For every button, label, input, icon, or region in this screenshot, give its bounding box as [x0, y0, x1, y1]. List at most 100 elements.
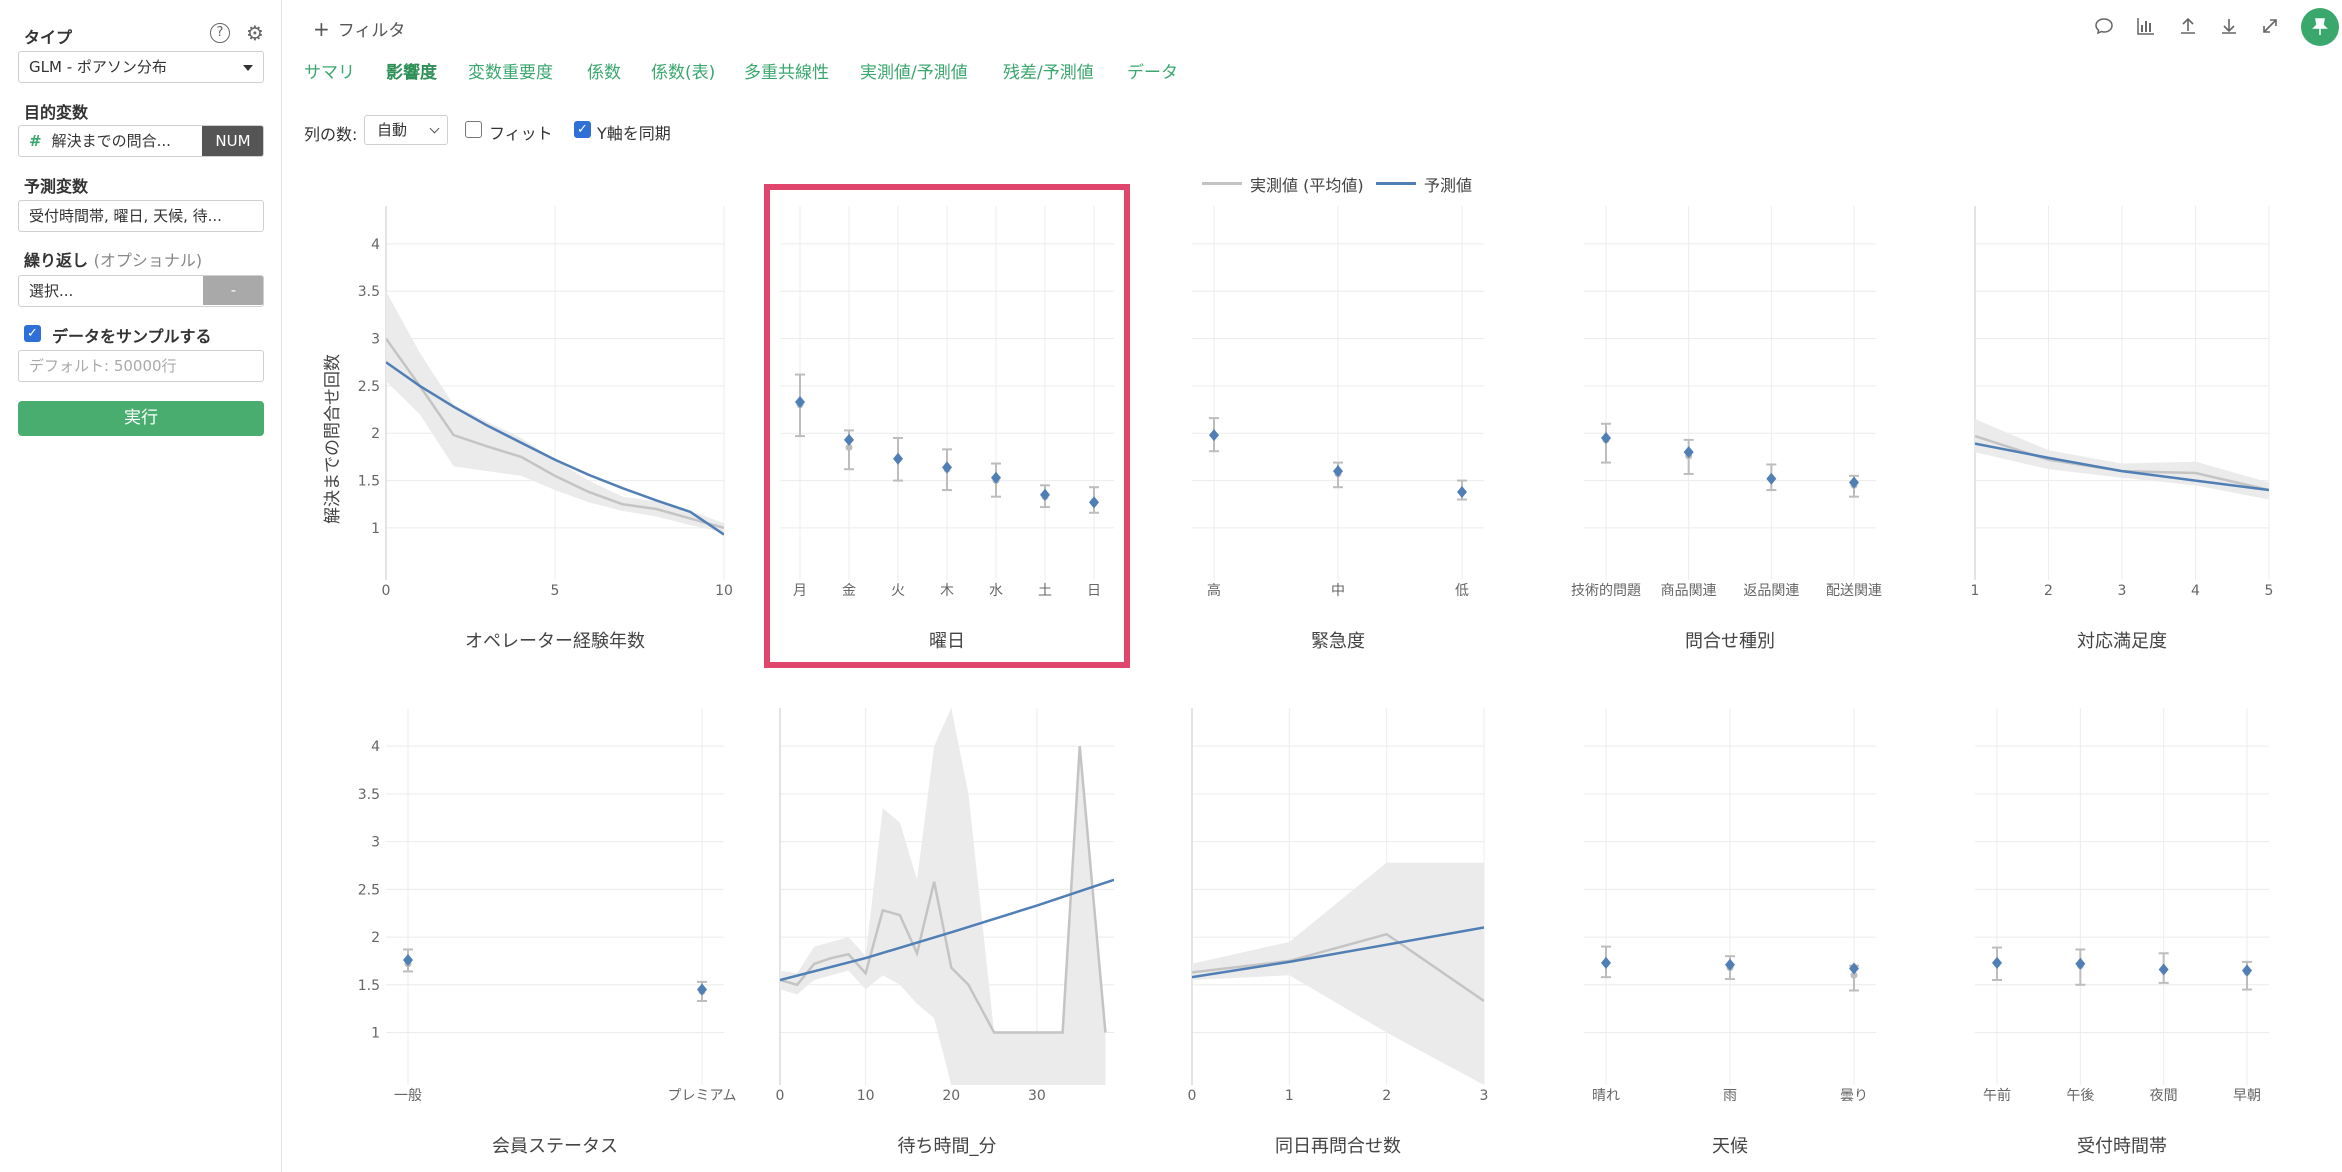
legend-predicted-label[interactable]: 予測値 [1424, 176, 1473, 195]
tab-coefficients-table[interactable]: 係数(表) [651, 63, 716, 83]
tab-summary[interactable]: サマリ [304, 63, 355, 83]
predicted-point [991, 471, 1001, 484]
series-group [780, 708, 1114, 1085]
x-tick-label: 2 [1382, 1088, 1391, 1104]
filter-label: フィルタ [337, 21, 406, 41]
chart-panel-2: 月 金 火 木 水 土 日曜日 [780, 206, 1114, 652]
predicted-point [403, 953, 413, 966]
predicted-point [1725, 958, 1735, 971]
x-tick-label: 木 [940, 583, 954, 599]
repeat-label-text: 繰り返し [24, 251, 89, 270]
predicted-line [1975, 442, 2269, 492]
y-tick-label: 4 [371, 237, 380, 253]
predictor-label: 予測変数 [24, 177, 89, 196]
x-tick-label: 月 [793, 583, 807, 599]
sample-label: データをサンプルする [52, 327, 212, 346]
help-icon[interactable]: ? [210, 23, 230, 43]
columns-label: 列の数: [304, 125, 358, 144]
x-tick-label: 早朝 [2233, 1088, 2261, 1104]
x-tick-label: 夜間 [2150, 1088, 2178, 1104]
tab-variable-importance[interactable]: 変数重要度 [468, 63, 553, 83]
actual-point [1850, 971, 1858, 979]
x-tick-label: 金 [842, 583, 856, 599]
tab-data[interactable]: データ [1127, 63, 1178, 83]
comment-icon[interactable] [2092, 16, 2116, 40]
fit-checkbox[interactable] [465, 121, 482, 138]
upload-icon[interactable] [2176, 16, 2200, 40]
sample-checkbox[interactable]: ✓ [24, 325, 41, 342]
chart-panel-8: 0 1 2 3 同日再問合せ数 [1188, 708, 1488, 1157]
x-tick-label: 返品関連 [1743, 583, 1799, 599]
y-tick-label: 4 [371, 739, 380, 755]
x-tick-label: 一般 [394, 1088, 422, 1104]
panel-title: 同日再問合せ数 [1275, 1136, 1401, 1157]
download-icon[interactable] [2217, 16, 2241, 40]
repeat-value: 選択... [29, 282, 74, 300]
panel-title: 会員ステータス [492, 1136, 618, 1157]
x-tick-label: 午後 [2066, 1088, 2094, 1104]
target-field[interactable]: # 解決までの問合... NUM [18, 125, 264, 157]
tab-residual-vs-predicted[interactable]: 残差/予測値 [1003, 63, 1094, 83]
x-tick-label: 土 [1038, 583, 1052, 599]
series-group [1192, 862, 1484, 1085]
y-tick-label: 1 [371, 521, 380, 537]
legend-actual-label[interactable]: 実測値 (平均値) [1250, 176, 1364, 195]
x-tick-label: 20 [942, 1088, 960, 1104]
chart-icon[interactable] [2134, 16, 2158, 40]
x-tick-label: 雨 [1723, 1088, 1737, 1104]
predicted-point [1766, 472, 1777, 485]
repeat-clear-button[interactable]: - [203, 276, 263, 305]
chart-panel-7: 0 10 20 30 待ち時間_分 [776, 708, 1114, 1157]
gear-icon[interactable]: ⚙ [246, 21, 264, 45]
panel-title: オペレーター経験年数 [465, 631, 645, 652]
pin-icon[interactable] [2301, 8, 2339, 46]
columns-value: 自動 [377, 121, 408, 139]
repeat-field[interactable]: 選択... - [18, 275, 264, 307]
columns-select[interactable]: 自動 [364, 115, 448, 145]
x-tick-label: 低 [1455, 583, 1469, 599]
run-button[interactable]: 実行 [18, 401, 264, 436]
x-tick-label: 2 [2044, 583, 2053, 599]
predictor-value: 受付時間帯, 曜日, 天候, 待... [29, 207, 222, 225]
legend-actual-swatch [1202, 182, 1242, 185]
actual-line [780, 746, 1107, 1034]
num-type-badge[interactable]: NUM [202, 126, 263, 156]
x-tick-label: 1 [1971, 583, 1980, 599]
panel-title: 緊急度 [1311, 631, 1365, 652]
x-tick-label: 商品関連 [1661, 583, 1717, 599]
x-tick-label: 晴れ [1592, 1088, 1620, 1104]
sample-size-placeholder: デフォルト: 50000行 [29, 357, 177, 375]
tab-influence[interactable]: 影響度 [386, 63, 437, 83]
tab-actual-vs-predicted[interactable]: 実測値/予測値 [860, 63, 968, 83]
x-tick-label: 配送関連 [1826, 583, 1882, 599]
y-tick-label: 3.5 [358, 284, 380, 300]
chart-panel-5: 1 2 3 4 5 対応満足度 [1971, 206, 2273, 652]
predicted-point [942, 461, 952, 474]
sync-y-checkbox[interactable]: ✓ [574, 121, 591, 138]
type-select[interactable]: GLM - ポアソン分布 [18, 51, 264, 83]
tab-multicollinearity[interactable]: 多重共線性 [744, 63, 829, 83]
x-tick-label: 午前 [1983, 1087, 2011, 1104]
x-tick-label: 10 [857, 1088, 875, 1104]
y-tick-label: 2 [371, 930, 380, 946]
predicted-point [1992, 956, 2002, 969]
y-tick-label: 2.5 [358, 379, 380, 395]
x-tick-label: 0 [776, 1088, 785, 1104]
expand-icon[interactable] [2258, 16, 2282, 40]
x-tick-label: 10 [715, 583, 733, 599]
panel-title: 問合せ種別 [1685, 631, 1775, 652]
predictor-field[interactable]: 受付時間帯, 曜日, 天候, 待... [18, 200, 264, 232]
legend-predicted-swatch [1376, 182, 1416, 185]
x-tick-label: 日 [1087, 583, 1101, 599]
actual-line [1192, 932, 1484, 1003]
plus-icon: + [313, 17, 330, 41]
sample-size-input[interactable]: デフォルト: 50000行 [18, 350, 264, 382]
filter-button[interactable]: + フィルタ [313, 16, 405, 41]
repeat-optional-text: (オプショナル) [93, 251, 203, 270]
predicted-point [2075, 957, 2086, 970]
tab-coefficients[interactable]: 係数 [587, 63, 621, 83]
